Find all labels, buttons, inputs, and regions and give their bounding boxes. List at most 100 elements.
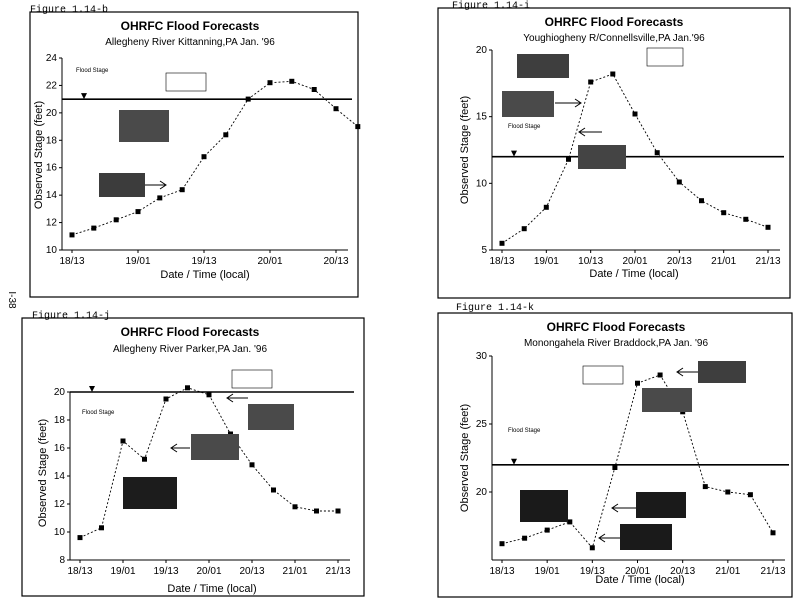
y-tick-label: 12 [54, 499, 66, 510]
forecast-inset-image [636, 492, 686, 518]
chart-frame [21, 317, 365, 597]
page-side-label: I-38 [6, 291, 17, 309]
data-point [566, 156, 571, 162]
chart-title: OHRFC Flood Forecasts [545, 15, 684, 29]
series-line [79, 387, 338, 539]
crest-note-box [165, 72, 207, 92]
data-point [567, 519, 573, 525]
data-point [635, 380, 640, 386]
flood-stage-label: Flood Stage [508, 428, 541, 434]
y-tick-label: 20 [54, 387, 66, 398]
crest-note-box [582, 365, 624, 385]
flood-stage-marker [81, 93, 87, 100]
forecast-inset-image [520, 490, 568, 522]
data-point [743, 216, 749, 222]
x-tick-label: 20/01 [257, 256, 282, 267]
y-tick-label: 16 [46, 163, 58, 174]
figure-label: Figure 1.14-b [30, 4, 108, 16]
x-axis-label: Date / Time (local) [595, 574, 684, 586]
data-point [702, 484, 708, 490]
figure-label: Figure 1.14-j [32, 310, 110, 322]
y-tick-label: 24 [46, 53, 58, 64]
data-point [179, 187, 185, 193]
data-point [206, 392, 212, 398]
x-tick-label: 18/13 [489, 566, 514, 577]
data-point [289, 78, 295, 84]
x-tick-label: 19/13 [580, 566, 605, 577]
data-point [522, 535, 528, 541]
x-tick-label: 21/01 [711, 256, 736, 267]
data-point [355, 124, 361, 130]
y-tick-label: 5 [481, 245, 487, 256]
arrow-icon [578, 127, 602, 137]
data-point [632, 111, 638, 117]
data-point [544, 527, 550, 533]
forecast-inset-image [642, 388, 692, 412]
crest-note-box [231, 369, 273, 389]
x-tick-label: 20/01 [622, 256, 647, 267]
x-tick-label: 19/01 [125, 256, 150, 267]
data-point [120, 438, 126, 444]
data-point [657, 372, 663, 378]
chart-subtitle: Allegheny River Parker,PA Jan. '96 [113, 344, 267, 355]
x-tick-label: 10/13 [578, 256, 603, 267]
arrow-icon [555, 98, 582, 108]
chart-title: OHRFC Flood Forecasts [547, 320, 686, 334]
x-axis-label: Date / Time (local) [589, 268, 678, 280]
x-tick-label: 20/13 [667, 256, 692, 267]
data-point [333, 106, 339, 112]
x-tick-label: 21/13 [760, 566, 785, 577]
y-axis-label: Observed Stage (feet) [459, 404, 471, 512]
data-point [185, 385, 190, 391]
chart-panel-parker: Figure 1.14-j OHRFC Flood Forecasts Alle… [21, 310, 365, 597]
x-tick-label: 18/13 [489, 256, 514, 267]
data-point [91, 225, 97, 231]
chart-subtitle: Youghiogheny R/Connellsville,PA Jan.'96 [523, 33, 705, 44]
data-point [69, 232, 75, 238]
y-tick-label: 18 [46, 135, 58, 146]
data-point [113, 217, 119, 223]
data-point [725, 489, 731, 495]
x-tick-label: 19/01 [535, 566, 560, 577]
forecast-inset-image [123, 477, 177, 509]
data-point [99, 525, 104, 531]
flood-stage-marker [511, 458, 517, 465]
data-point [610, 71, 616, 77]
chart-panel-braddock: Figure 1.14-k OHRFC Flood Forecasts Mono… [437, 302, 793, 598]
data-point [612, 465, 618, 470]
forecast-inset-image [191, 434, 239, 460]
y-tick-label: 20 [476, 487, 488, 498]
y-tick-label: 16 [54, 443, 66, 454]
flood-stage-label: Flood Stage [82, 410, 115, 416]
x-tick-label: 20/13 [670, 566, 695, 577]
forecast-inset-image [698, 361, 746, 383]
data-point [589, 545, 595, 551]
y-tick-label: 10 [46, 245, 58, 256]
x-tick-label: 19/01 [534, 256, 559, 267]
data-point [163, 396, 169, 402]
x-tick-label: 21/13 [325, 566, 350, 577]
arrow-icon [598, 533, 620, 543]
y-tick-label: 10 [54, 527, 66, 538]
series-line [71, 80, 359, 236]
x-tick-label: 19/13 [191, 256, 216, 267]
data-point [245, 96, 251, 102]
data-point [292, 504, 298, 510]
chart-frame [437, 7, 791, 299]
chart-panel-connellsville: Figure 1.14-i OHRFC Flood Forecasts Youg… [437, 0, 791, 299]
data-point [157, 195, 163, 201]
crest-note-box [646, 47, 684, 67]
arrow-icon [611, 503, 636, 513]
data-point [135, 209, 141, 215]
flood-stage-label: Flood Stage [76, 68, 109, 74]
data-point [721, 210, 727, 216]
x-tick-label: 20/01 [196, 566, 221, 577]
y-tick-label: 30 [476, 351, 488, 362]
y-tick-label: 15 [476, 112, 488, 123]
data-point [654, 150, 660, 156]
data-point [543, 204, 549, 210]
data-point [588, 79, 594, 85]
forecast-inset-image [517, 54, 569, 78]
forecast-inset-image [620, 524, 672, 550]
